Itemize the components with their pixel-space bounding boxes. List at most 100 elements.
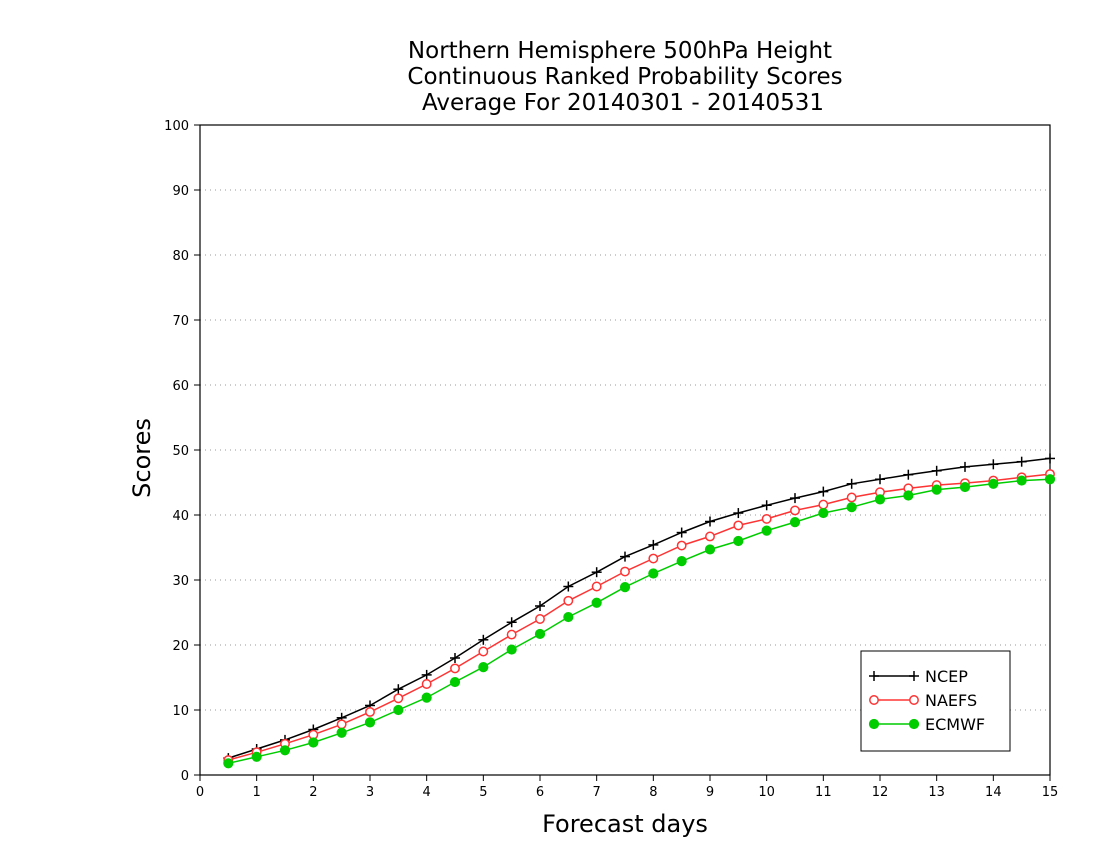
data-point-ecmwf <box>1016 475 1027 486</box>
data-point-ecmwf <box>393 704 404 716</box>
data-point-ecmwf <box>874 494 886 505</box>
data-point-ecmwf <box>308 737 319 748</box>
data-point-ncep <box>960 461 970 472</box>
data-point-ecmwf <box>903 490 914 501</box>
data-point-ecmwf <box>818 507 829 519</box>
data-point-ncep <box>988 459 999 470</box>
y-tick-label: 20 <box>172 639 189 654</box>
legend-marker-ncep <box>909 671 919 681</box>
legend-marker-ncep <box>869 671 879 681</box>
x-tick-label: 5 <box>479 785 487 800</box>
data-point-ecmwf <box>449 676 461 688</box>
x-tick-label: 2 <box>309 785 317 800</box>
data-point-naefs <box>676 540 687 551</box>
data-point-ecmwf <box>733 535 744 547</box>
x-tick-label: 13 <box>928 785 945 800</box>
legend-marker-ecmwf <box>908 718 920 730</box>
legend-marker-ecmwf <box>868 718 880 730</box>
data-point-ecmwf <box>1044 474 1056 485</box>
data-point-ncep <box>733 508 744 519</box>
data-point-naefs <box>591 581 602 592</box>
y-tick-label: 50 <box>172 444 189 459</box>
data-point-ecmwf <box>421 692 432 703</box>
data-point-ecmwf <box>704 544 716 555</box>
x-tick-label: 10 <box>758 785 775 800</box>
data-point-ncep <box>903 469 914 480</box>
data-point-naefs <box>421 679 432 689</box>
legend-marker-naefs <box>909 695 919 705</box>
data-point-ncep <box>450 653 460 663</box>
data-point-naefs <box>620 566 630 577</box>
data-point-ecmwf <box>676 556 687 567</box>
legend-label-ncep: NCEP <box>925 667 968 686</box>
data-point-ncep <box>506 617 517 628</box>
data-point-ncep <box>1016 456 1027 467</box>
x-tick-label: 7 <box>593 785 601 800</box>
x-tick-label: 9 <box>706 785 714 800</box>
data-point-ecmwf <box>364 717 376 728</box>
x-tick-label: 3 <box>366 785 374 800</box>
y-tick-label: 90 <box>172 184 189 199</box>
data-point-ncep <box>761 500 772 511</box>
x-tick-label: 12 <box>872 785 889 800</box>
data-point-naefs <box>450 663 460 674</box>
legend-label-naefs: NAEFS <box>925 691 977 710</box>
data-point-ecmwf <box>988 478 999 489</box>
data-point-ecmwf <box>761 525 772 536</box>
data-point-ecmwf <box>534 628 546 640</box>
data-point-ncep <box>620 551 630 562</box>
data-point-naefs <box>336 719 347 730</box>
title-line-3: Average For 20140301 - 20140531 <box>422 90 824 116</box>
data-point-ncep <box>875 474 885 485</box>
y-tick-label: 0 <box>181 769 189 784</box>
y-tick-label: 40 <box>172 509 189 524</box>
data-point-ncep <box>931 465 942 476</box>
data-point-ncep <box>1045 453 1055 464</box>
data-point-naefs <box>506 629 517 640</box>
data-point-ecmwf <box>336 727 347 738</box>
series-ecmwf <box>223 474 1056 769</box>
data-point-ncep <box>421 669 432 680</box>
data-point-ecmwf <box>959 481 971 493</box>
y-tick-label: 80 <box>172 249 189 264</box>
data-point-ncep <box>846 478 857 489</box>
title-line-1: Northern Hemisphere 500hPa Height <box>408 38 832 64</box>
legend-box <box>860 650 1011 752</box>
data-point-ecmwf <box>931 484 942 495</box>
data-point-ncep <box>478 634 489 645</box>
data-point-naefs <box>393 693 404 704</box>
data-point-naefs <box>563 595 574 606</box>
data-point-ncep <box>676 527 687 538</box>
data-point-naefs <box>818 499 829 510</box>
x-tick-label: 0 <box>196 785 204 800</box>
y-tick-label: 100 <box>164 119 189 134</box>
chart-title: Northern Hemisphere 500hPa Height Contin… <box>407 38 842 116</box>
x-tick-label: 14 <box>985 785 1002 800</box>
data-point-ecmwf <box>789 517 801 528</box>
y-tick-label: 10 <box>172 704 189 719</box>
title-line-2: Continuous Ranked Probability Scores <box>407 64 842 90</box>
data-point-ecmwf <box>251 751 262 762</box>
data-point-ecmwf <box>506 644 517 655</box>
data-point-naefs <box>478 646 489 657</box>
data-point-naefs <box>648 553 659 564</box>
data-point-ncep <box>790 493 800 504</box>
x-tick-label: 8 <box>649 785 657 800</box>
data-point-ncep <box>818 486 829 497</box>
y-tick-label: 60 <box>172 379 189 394</box>
data-series <box>223 453 1056 769</box>
x-axis-title: Forecast days <box>542 810 708 838</box>
data-point-naefs <box>790 505 800 516</box>
data-point-ncep <box>563 581 574 592</box>
data-point-ncep <box>705 516 715 527</box>
data-point-ecmwf <box>563 611 574 623</box>
data-point-ncep <box>648 539 659 550</box>
legend: NCEP NAEFS ECMWF <box>860 650 1011 752</box>
data-point-ncep <box>393 684 404 695</box>
data-point-ecmwf <box>619 582 631 593</box>
data-point-ecmwf <box>279 745 291 756</box>
data-point-naefs <box>733 520 744 531</box>
data-point-ecmwf <box>478 662 489 673</box>
y-tick-label: 30 <box>172 574 189 589</box>
